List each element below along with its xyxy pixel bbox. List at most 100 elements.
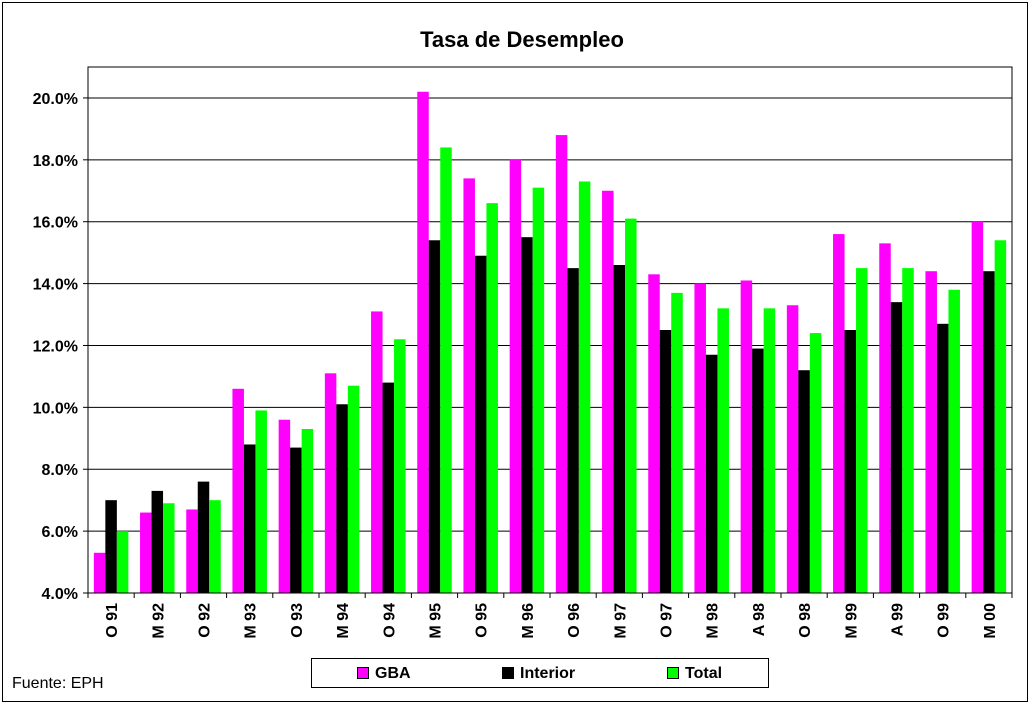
bar-gba-o-98 (786, 305, 799, 593)
bar-gba-m-95 (417, 91, 429, 593)
bar-interior-a-99 (890, 302, 903, 593)
bar-gba-m-92 (140, 512, 152, 593)
bar-total-o-99 (948, 289, 960, 593)
bar-total-o-95 (486, 203, 498, 593)
bar-gba-o-95 (463, 178, 475, 593)
y-tick-label: 4.0% (42, 586, 78, 603)
x-tick-label: O 99 (936, 603, 953, 638)
x-tick-label: M 98 (705, 603, 722, 639)
bar-gba-m-96 (509, 159, 522, 593)
legend-label-interior: Interior (520, 665, 576, 682)
bar-interior-o-99 (936, 323, 949, 593)
x-tick-label: M 95 (428, 603, 445, 639)
bar-interior-o-93 (290, 447, 302, 593)
x-tick-label: O 95 (474, 603, 491, 638)
y-tick-label: 12.0% (33, 338, 78, 355)
bar-interior-m-00 (983, 271, 995, 593)
bar-total-m-96 (532, 187, 545, 594)
bar-gba-m-98 (694, 283, 706, 593)
bar-gba-m-94 (324, 373, 337, 593)
x-tick-label: O 98 (797, 603, 814, 638)
bar-interior-m-93 (243, 444, 256, 593)
bar-total-o-98 (809, 333, 822, 593)
bar-total-m-98 (717, 308, 729, 593)
legend-label-gba: GBA (375, 665, 411, 682)
bar-gba-a-98 (740, 280, 753, 593)
y-tick-label: 20.0% (33, 91, 78, 108)
x-tick-label: O 91 (104, 603, 121, 638)
legend-swatch-interior (502, 667, 514, 679)
plot-area (87, 66, 1013, 594)
bar-interior-m-96 (521, 237, 533, 593)
bar-interior-m-95 (428, 240, 441, 593)
x-tick-label: O 92 (197, 603, 214, 638)
bar-total-o-91 (116, 531, 129, 593)
chart-title: Tasa de Desempleo (420, 27, 624, 52)
x-tick-label: M 92 (150, 603, 167, 639)
x-tick-label: O 93 (289, 603, 306, 638)
x-tick-label: O 96 (566, 603, 583, 638)
y-tick-label: 6.0% (42, 524, 78, 541)
bar-total-o-92 (209, 500, 221, 593)
x-tick-label: A 99 (890, 603, 907, 636)
x-tick-label: M 93 (243, 603, 260, 639)
x-tick-label: O 94 (381, 603, 398, 638)
bar-total-m-97 (625, 218, 637, 594)
bar-gba-a-99 (879, 243, 891, 594)
bars (93, 91, 1007, 594)
bar-interior-a-98 (752, 348, 764, 593)
bar-total-m-92 (163, 503, 175, 593)
x-tick-label: M 96 (520, 603, 537, 639)
bar-gba-o-96 (555, 135, 568, 593)
bar-interior-m-94 (336, 404, 348, 593)
x-axis: O 91 M 92 O 92 M 93 O 93 M 94 O 94 M 95 O 95 M 96… (87, 592, 1013, 639)
bar-total-a-99 (902, 268, 914, 593)
bar-gba-m-00 (971, 221, 984, 593)
x-tick-label: M 94 (335, 603, 352, 639)
x-tick-label: M 97 (612, 603, 629, 639)
legend-swatch-total (667, 667, 679, 679)
legend-item-total: Total (667, 665, 722, 683)
legend: GBA Interior Total (311, 658, 769, 688)
bar-interior-m-92 (151, 490, 164, 593)
legend-item-gba: GBA (357, 665, 411, 683)
bar-interior-m-98 (705, 354, 718, 593)
legend-label-total: Total (685, 665, 723, 682)
bar-gba-o-93 (278, 419, 291, 593)
x-tick-label: M 00 (982, 603, 999, 639)
bar-total-m-93 (255, 410, 267, 593)
x-tick-label: A 98 (751, 603, 768, 636)
bar-gba-o-97 (648, 274, 660, 593)
bar-total-o-96 (578, 181, 591, 594)
bar-total-m-94 (347, 385, 360, 593)
bar-interior-o-97 (659, 330, 672, 593)
bar-gba-m-97 (602, 190, 614, 593)
bar-interior-o-98 (798, 370, 810, 593)
bar-gba-o-91 (93, 552, 106, 593)
x-tick-label: M 99 (843, 603, 860, 639)
bar-interior-o-94 (382, 382, 395, 593)
y-axis: 4.0% 6.0% 8.0% 10.0% 12.0% 14.0% 16.0% 18.0% 20.… (33, 91, 88, 603)
bar-interior-m-99 (844, 330, 857, 593)
bar-interior-m-97 (613, 265, 626, 593)
y-tick-label: 14.0% (33, 277, 78, 294)
y-tick-label: 10.0% (33, 400, 78, 417)
bar-gba-m-99 (833, 234, 845, 593)
bar-interior-o-92 (197, 481, 210, 593)
bar-gba-o-92 (186, 509, 198, 593)
bar-gba-m-93 (232, 388, 244, 593)
legend-item-interior: Interior (502, 665, 575, 683)
bar-interior-o-95 (474, 255, 487, 594)
bar-interior-o-96 (567, 268, 579, 593)
x-tick-label: O 97 (659, 603, 676, 638)
bar-total-m-95 (440, 147, 452, 593)
y-tick-label: 8.0% (42, 462, 78, 479)
bar-total-o-94 (394, 339, 406, 593)
y-tick-label: 18.0% (33, 153, 78, 170)
bar-gba-o-99 (925, 271, 937, 593)
bar-total-m-99 (856, 268, 868, 593)
bar-total-m-00 (994, 240, 1007, 593)
bar-interior-o-91 (105, 500, 117, 593)
bar-total-a-98 (763, 308, 776, 593)
